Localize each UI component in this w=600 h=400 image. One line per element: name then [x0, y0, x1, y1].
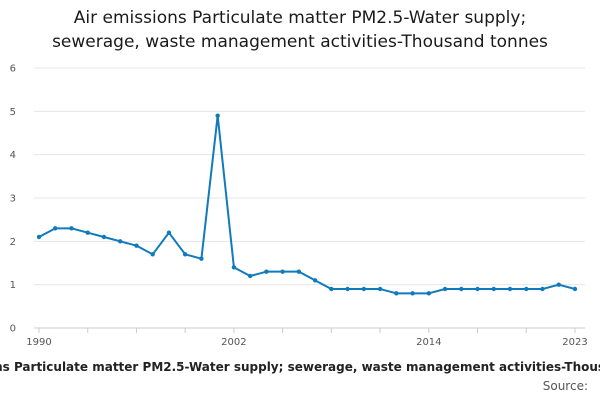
data-point[interactable]: [524, 286, 529, 292]
data-point[interactable]: [329, 286, 334, 292]
data-point[interactable]: [280, 269, 285, 274]
source-label: Source:: [542, 379, 588, 393]
x-axis-label-text: Air emissions Particulate matter PM2.5-W…: [0, 360, 600, 374]
y-tick-label: 1: [10, 280, 16, 291]
data-point[interactable]: [247, 273, 253, 279]
x-tick-label: 2002: [221, 337, 246, 348]
y-tick-label: 6: [10, 64, 16, 75]
x-tick-label: 2023: [562, 337, 587, 348]
data-point[interactable]: [101, 234, 107, 240]
x-tick-label: 2014: [416, 337, 441, 348]
data-point[interactable]: [572, 286, 578, 292]
tick-labels: 0 1 2 3 4 5 6 1990 2002 2014 2023: [10, 64, 588, 349]
y-tick-label: 0: [10, 324, 16, 335]
data-point[interactable]: [231, 265, 237, 270]
data-point[interactable]: [182, 252, 188, 257]
data-point[interactable]: [361, 286, 367, 292]
data-point[interactable]: [69, 226, 74, 231]
chart-title: Air emissions Particulate matter PM2.5-W…: [0, 6, 600, 54]
data-point[interactable]: [134, 243, 139, 248]
series-line: [38, 114, 576, 295]
data-point[interactable]: [264, 269, 269, 274]
data-point[interactable]: [540, 286, 545, 292]
x-tick-label: 1990: [26, 337, 51, 348]
data-point[interactable]: [215, 113, 220, 118]
gridlines: [34, 67, 585, 286]
data-point[interactable]: [199, 256, 204, 261]
data-point[interactable]: [507, 286, 513, 292]
data-point[interactable]: [556, 282, 561, 287]
data-point[interactable]: [394, 291, 399, 296]
data-point[interactable]: [345, 286, 350, 292]
chart-title-line-2: sewerage, waste management activities-Th…: [52, 32, 548, 52]
y-tick-label: 2: [10, 237, 16, 248]
data-point[interactable]: [296, 269, 302, 274]
y-tick-label: 5: [10, 107, 16, 118]
data-point[interactable]: [377, 286, 383, 292]
data-point[interactable]: [118, 239, 123, 244]
data-point[interactable]: [426, 291, 432, 296]
data-point[interactable]: [166, 230, 172, 235]
data-point[interactable]: [85, 230, 90, 235]
y-tick-label: 4: [10, 150, 16, 161]
data-point[interactable]: [442, 286, 448, 292]
data-point[interactable]: [150, 252, 155, 257]
chart-title-line-1: Air emissions Particulate matter PM2.5-W…: [73, 8, 527, 28]
data-point[interactable]: [312, 278, 318, 283]
data-point[interactable]: [459, 286, 464, 292]
data-point[interactable]: [410, 291, 415, 296]
data-point[interactable]: [53, 226, 58, 231]
axes: [34, 327, 585, 333]
data-point[interactable]: [475, 286, 480, 292]
y-tick-label: 3: [10, 194, 16, 205]
x-axis-label: Air emissions Particulate matter PM2.5-W…: [0, 360, 600, 378]
data-point[interactable]: [491, 286, 496, 292]
series: [36, 113, 578, 296]
data-point[interactable]: [36, 234, 42, 240]
